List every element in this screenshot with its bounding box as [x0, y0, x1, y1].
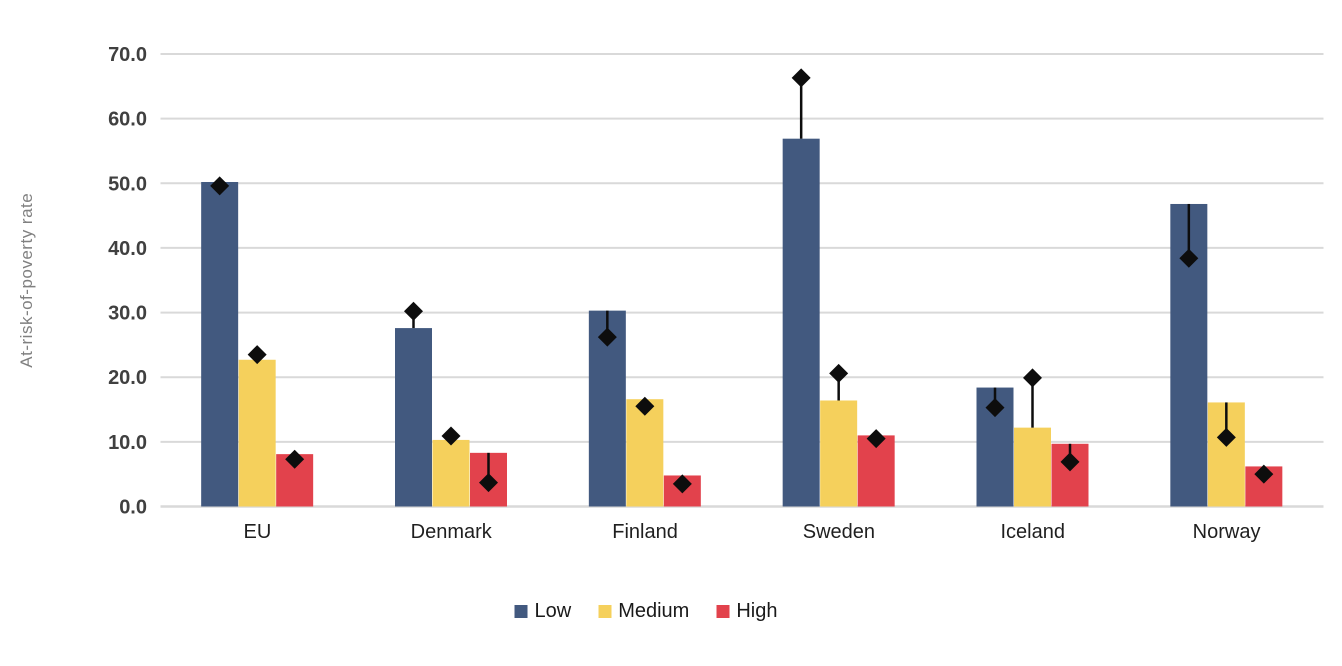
diamond-marker-high-eu — [285, 449, 305, 469]
diamond-marker-low-eu — [210, 176, 230, 196]
diamond-marker-high-finland — [672, 474, 692, 494]
bar-low-sweden — [782, 138, 820, 507]
diamond-marker-high-iceland — [1060, 452, 1080, 472]
x-category-label: Denmark — [411, 521, 493, 543]
y-tick-label: 30.0 — [108, 303, 147, 325]
y-tick-label: 70.0 — [108, 44, 147, 66]
x-category-label: Sweden — [803, 521, 875, 543]
diamond-marker-high-denmark — [479, 473, 498, 493]
bar-medium-eu — [238, 359, 276, 507]
legend-item-high: High — [716, 601, 777, 621]
bar-medium-sweden — [820, 400, 858, 507]
x-category-label: Finland — [612, 521, 678, 543]
diamond-marker-medium-norway — [1216, 427, 1236, 447]
legend-item-medium: Medium — [598, 601, 689, 621]
y-tick-label: 40.0 — [108, 238, 147, 260]
y-tick-label: 60.0 — [108, 109, 147, 131]
diamond-marker-medium-sweden — [829, 363, 849, 383]
diamond-marker-low-iceland — [985, 398, 1005, 418]
diamond-marker-low-finland — [597, 327, 617, 347]
diamond-marker-medium-finland — [635, 396, 655, 416]
diamond-marker-low-sweden — [791, 68, 811, 88]
diamond-marker-medium-eu — [247, 345, 267, 365]
x-category-label: EU — [244, 521, 272, 543]
x-category-label: Norway — [1193, 521, 1261, 543]
y-tick-label: 0.0 — [119, 497, 147, 519]
bar-low-denmark — [395, 328, 432, 507]
x-category-label: Iceland — [1001, 521, 1066, 543]
legend-label: Low — [534, 600, 572, 622]
y-tick-label: 50.0 — [108, 173, 147, 195]
diamond-marker-medium-denmark — [441, 426, 461, 446]
bar-medium-iceland — [1014, 427, 1051, 507]
bar-medium-denmark — [432, 439, 470, 507]
y-tick-label: 10.0 — [108, 432, 147, 454]
legend-label: High — [736, 600, 778, 622]
bar-medium-finland — [626, 399, 664, 507]
legend-swatch-icon — [716, 604, 730, 618]
diamond-marker-high-norway — [1254, 464, 1274, 484]
legend-label: Medium — [618, 600, 690, 622]
y-axis-title: At-risk-of-poverty rate — [17, 193, 36, 368]
diamond-marker-low-norway — [1179, 248, 1199, 268]
legend: Low Medium High — [514, 600, 777, 622]
legend-swatch-icon — [514, 604, 528, 618]
legend-swatch-icon — [598, 604, 612, 618]
legend-item-low: Low — [514, 600, 572, 622]
y-tick-label: 20.0 — [108, 367, 147, 389]
bar-low-eu — [201, 181, 239, 507]
diamond-marker-high-sweden — [866, 429, 886, 449]
diamond-marker-medium-iceland — [1023, 368, 1042, 388]
diamond-marker-low-denmark — [404, 301, 423, 321]
